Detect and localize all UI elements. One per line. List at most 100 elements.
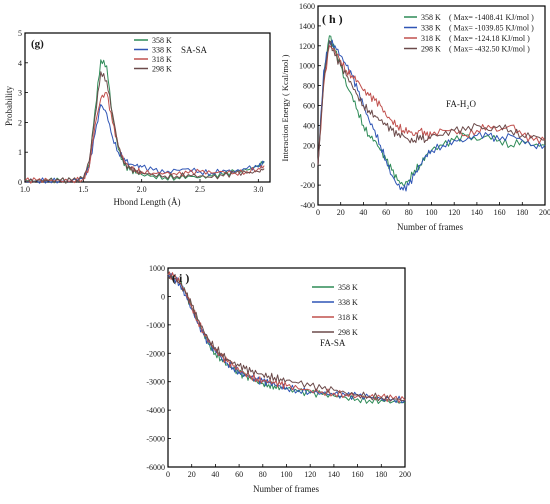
panel-i-legend-label: 358 K: [338, 283, 358, 292]
panel-h-x-tick-label: 20: [337, 208, 345, 217]
panel-h-ticks: 0 20 40 60 80 100 120 140 160 180 200 -400 -200 0 200 4…: [299, 2, 550, 217]
panel-g-series-lines: [24, 59, 265, 184]
panel-i-y-tick-label: -1000: [146, 321, 165, 330]
panel-h-x-tick-label: 40: [359, 208, 367, 217]
panel-h-legend-max-label: ( Max= -124.18 KJ/mol ): [449, 34, 530, 43]
panel-i-x-tick-label: 120: [304, 470, 316, 479]
panel-h-y-tick-label: 200: [303, 141, 315, 150]
panel-h-x-axis-label: Number of frames: [397, 222, 463, 232]
panel-h-y-tick-label: -400: [300, 201, 315, 210]
panel-h-series-line-318k: [317, 45, 546, 166]
panel-i-y-tick-label: -4000: [146, 406, 165, 415]
panel-g-x-tick-label: 1.5: [78, 185, 88, 194]
panel-g-y-tick-label: 0: [18, 178, 22, 187]
panel-h-x-tick-label: 140: [471, 208, 483, 217]
panel-i-legend-label: 298 K: [338, 328, 358, 337]
panel-g: 1.0 1.5 2.0 2.5 3.0 0 1 2 3 4 5 (g) SA-SA Hbond Le…: [4, 29, 271, 207]
panel-h-legend-max-label: ( Max= -1408.41 KJ/mol ): [449, 13, 534, 22]
panel-h-y-tick-label: 400: [303, 121, 315, 130]
panel-h-series-line-358k: [317, 35, 546, 186]
panel-h-legend-label: 358 K: [421, 13, 441, 22]
panel-i-x-tick-label: 40: [211, 470, 219, 479]
panel-i-series-line-318k: [167, 271, 406, 404]
panel-g-y-axis-label: Probability: [4, 86, 14, 126]
panel-h-x-tick-label: 0: [316, 208, 320, 217]
panel-h-legend-label: 318 K: [421, 34, 441, 43]
panel-i-series-line-358k: [167, 273, 406, 404]
panel-g-x-tick-label: 2.0: [137, 185, 147, 194]
panel-i-plot-frame: [167, 267, 406, 468]
panel-h-series-line-298k: [317, 40, 546, 166]
panel-g-x-tick-label: 2.5: [195, 185, 205, 194]
panel-g-series-line-358k: [24, 59, 265, 184]
panel-h-y-tick-label: 1400: [299, 22, 315, 31]
panel-i-series-line-298k: [167, 274, 406, 402]
panel-g-x-tick-label: 1.0: [20, 185, 30, 194]
panel-i-x-tick-label: 80: [259, 470, 267, 479]
panel-i-y-tick-label: -3000: [146, 378, 165, 387]
panel-i-y-tick-label: -2000: [146, 349, 165, 358]
panel-g-series-line-298k: [24, 71, 265, 184]
panel-g-y-tick-label: 3: [18, 89, 22, 98]
panel-i: 0 20 40 60 80 100 120 140 160 180 200 -6000 -5000 -40…: [146, 264, 411, 494]
panel-g-legend-label: 338 K: [152, 46, 172, 55]
panel-i-ticks: 0 20 40 60 80 100 120 140 160 180 200 -6000 -5000 -40…: [146, 264, 411, 479]
panel-i-y-tick-label: 1000: [149, 264, 165, 273]
panel-h-label: ( h ): [322, 12, 343, 26]
panel-i-label: ( i ): [172, 271, 189, 285]
panel-h-series-lines: [317, 35, 546, 192]
panel-h-y-tick-label: 600: [303, 102, 315, 111]
panel-i-x-tick-label: 160: [352, 470, 364, 479]
panel-g-x-axis-label: Hbond Length (Å): [114, 197, 181, 207]
panel-g-x-tick-label: 3.0: [253, 185, 263, 194]
panel-h-y-tick-label: 800: [303, 82, 315, 91]
panel-i-x-tick-label: 100: [281, 470, 293, 479]
panel-h-x-tick-label: 180: [516, 208, 528, 217]
panel-i-x-tick-label: 140: [328, 470, 340, 479]
panel-h-annotation: FA-H₂O: [446, 99, 476, 109]
panel-g-legend-label: 318 K: [152, 55, 172, 64]
panel-g-y-tick-label: 4: [18, 59, 22, 68]
panel-i-annotation: FA-SA: [320, 338, 346, 348]
panel-h-y-tick-label: -200: [300, 181, 315, 190]
panel-h-legend: 358 K ( Max= -1408.41 KJ/mol ) 338 K ( Max=…: [404, 13, 534, 54]
panel-h-x-tick-label: 200: [539, 208, 550, 217]
panel-g-ticks: 1.0 1.5 2.0 2.5 3.0 0 1 2 3 4 5: [18, 29, 263, 194]
panel-h-x-tick-label: 120: [448, 208, 460, 217]
panel-h-x-tick-label: 60: [382, 208, 390, 217]
panel-g-legend-label: 298 K: [152, 65, 172, 74]
panel-g-plot-frame: [24, 32, 271, 183]
panel-i-legend-label: 338 K: [338, 298, 358, 307]
panel-g-series-line-318k: [24, 92, 265, 184]
panel-g-y-tick-label: 2: [18, 118, 22, 127]
panel-i-y-tick-label: 0: [161, 292, 165, 301]
panel-h-x-tick-label: 160: [494, 208, 506, 217]
panel-i-x-tick-label: 20: [188, 470, 196, 479]
panel-g-label: (g): [31, 38, 44, 50]
panel-i-y-tick-label: -5000: [146, 435, 165, 444]
panel-i-x-tick-label: 60: [235, 470, 243, 479]
panel-i-series-lines: [167, 271, 406, 404]
panel-h-y-tick-label: 0: [311, 161, 315, 170]
panel-i-x-tick-label: 200: [399, 470, 411, 479]
panel-h-y-tick-label: 1200: [299, 42, 315, 51]
panel-i-x-tick-label: 180: [375, 470, 387, 479]
panel-h-y-axis-label: Interaction Energy ( Kcal/mol ): [280, 54, 290, 161]
panel-h-series-line-338k: [317, 39, 546, 192]
panel-g-annotation: SA-SA: [181, 45, 208, 55]
panel-h-x-tick-label: 80: [405, 208, 413, 217]
panel-h-legend-max-label: ( Max= -432.50 KJ/mol ): [449, 45, 530, 54]
panel-i-legend: 358 K 338 K 318 K 298 K: [312, 283, 358, 337]
panel-g-y-tick-label: 1: [18, 148, 22, 157]
panel-h-legend-max-label: ( Max= -1039.85 KJ/mol ): [449, 24, 534, 33]
panel-h-x-tick-label: 100: [426, 208, 438, 217]
panel-h-y-tick-label: 1000: [299, 62, 315, 71]
panel-h-y-tick-label: 1600: [299, 2, 315, 11]
panel-g-y-tick-label: 5: [18, 29, 22, 38]
panel-i-y-tick-label: -6000: [146, 463, 165, 472]
panel-i-x-tick-label: 0: [166, 470, 170, 479]
panel-g-legend-label: 358 K: [152, 36, 172, 45]
panel-i-x-axis-label: Number of frames: [253, 484, 319, 494]
